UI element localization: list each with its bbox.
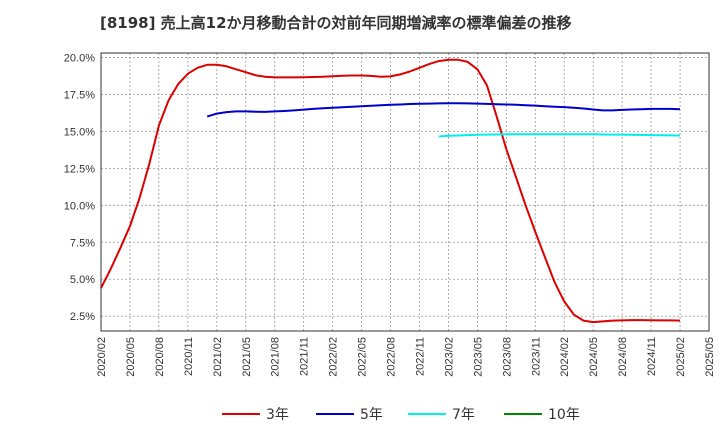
x-tick-label: 2024/02 bbox=[559, 337, 571, 377]
x-tick-label: 2022/05 bbox=[357, 337, 369, 377]
plot-border bbox=[100, 52, 710, 332]
x-tick-label: 2022/11 bbox=[414, 337, 426, 376]
series-line-7年 bbox=[438, 133, 681, 138]
series-line-5年 bbox=[206, 102, 681, 118]
y-tick-label: 7.5% bbox=[70, 237, 95, 249]
grid bbox=[100, 53, 710, 331]
y-tick-label: 15.0% bbox=[64, 126, 95, 138]
y-tick-label: 12.5% bbox=[64, 163, 95, 175]
x-tick-label: 2023/08 bbox=[501, 337, 513, 377]
y-axis-ticks: 2.5% 5.0% 7.5% 10.0% 12.5% 15.0% 17.5% 20.0% bbox=[64, 52, 95, 323]
x-tick-label: 2024/08 bbox=[617, 337, 629, 377]
x-tick-label: 2021/11 bbox=[299, 337, 311, 376]
legend-label: 10年 bbox=[548, 407, 580, 423]
x-axis-ticks: 2020/02 2020/05 2020/08 2020/11 2021/02 2021/… bbox=[96, 337, 716, 377]
plot-frame bbox=[100, 52, 710, 332]
x-tick-label: 2020/05 bbox=[125, 337, 137, 377]
x-tick-label: 2023/05 bbox=[472, 337, 484, 377]
x-tick-label: 2025/02 bbox=[675, 337, 687, 377]
x-tick-label: 2023/02 bbox=[443, 337, 455, 377]
x-tick-label: 2023/11 bbox=[530, 337, 542, 376]
x-tick-label: 2022/02 bbox=[328, 337, 340, 377]
x-tick-label: 2020/11 bbox=[183, 337, 195, 376]
x-tick-label: 2020/08 bbox=[154, 337, 166, 377]
x-tick-label: 2022/08 bbox=[386, 337, 398, 377]
legend: 3年 5年 7年 10年 bbox=[222, 407, 580, 423]
legend-label: 7年 bbox=[452, 407, 475, 423]
series-lines bbox=[100, 58, 681, 324]
x-tick-label: 2024/11 bbox=[646, 337, 658, 376]
y-tick-label: 10.0% bbox=[64, 200, 95, 212]
x-tick-label: 2024/05 bbox=[588, 337, 600, 377]
x-tick-label: 2021/02 bbox=[212, 337, 224, 377]
x-tick-label: 2021/08 bbox=[270, 337, 282, 377]
x-tick-label: 2021/05 bbox=[241, 337, 253, 377]
legend-label: 3年 bbox=[266, 407, 289, 423]
y-tick-label: 5.0% bbox=[70, 274, 95, 286]
x-tick-label: 2025/05 bbox=[704, 337, 716, 377]
chart-title: [8198] 売上高12か月移動合計の対前年同期増減率の標準偏差の推移 bbox=[100, 14, 572, 32]
y-tick-label: 17.5% bbox=[64, 89, 95, 101]
legend-label: 5年 bbox=[360, 407, 383, 423]
y-tick-label: 20.0% bbox=[64, 52, 95, 64]
x-tick-label: 2020/02 bbox=[96, 337, 108, 377]
series-line-3年 bbox=[100, 58, 681, 324]
y-tick-label: 2.5% bbox=[70, 311, 95, 323]
